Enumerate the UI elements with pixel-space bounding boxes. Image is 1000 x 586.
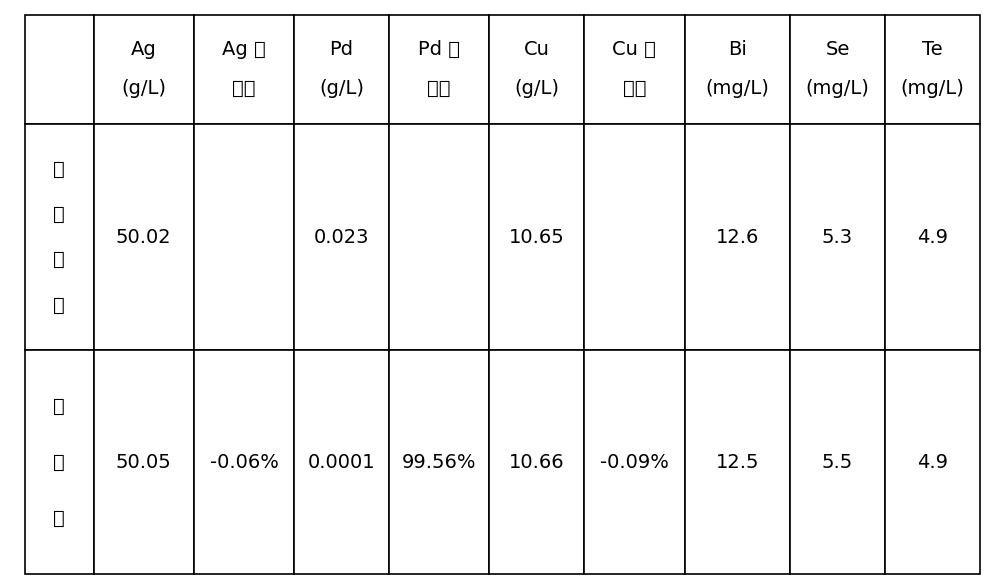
Bar <box>885 350 980 574</box>
Text: 10.65: 10.65 <box>509 227 565 247</box>
Text: 99.56%: 99.56% <box>402 453 476 472</box>
Text: Ag: Ag <box>131 40 157 59</box>
Text: 10.66: 10.66 <box>509 453 565 472</box>
Text: -0.06%: -0.06% <box>210 453 278 472</box>
Bar <box>294 350 389 574</box>
Text: (g/L): (g/L) <box>319 79 364 98</box>
Text: 12.5: 12.5 <box>716 453 759 472</box>
Text: 液: 液 <box>53 295 65 315</box>
Bar <box>389 124 489 350</box>
Bar <box>584 124 685 350</box>
Bar <box>389 15 489 124</box>
Bar <box>790 15 885 124</box>
Bar <box>685 15 790 124</box>
Bar <box>790 124 885 350</box>
Bar <box>194 124 294 350</box>
Bar <box>790 350 885 574</box>
Text: 附率: 附率 <box>623 79 646 98</box>
Bar <box>25 15 94 124</box>
Text: 5.5: 5.5 <box>822 453 853 472</box>
Text: (mg/L): (mg/L) <box>901 79 964 98</box>
Bar <box>584 15 685 124</box>
Text: Te: Te <box>922 40 943 59</box>
Text: 4.9: 4.9 <box>917 227 948 247</box>
Bar <box>294 124 389 350</box>
Bar <box>94 350 194 574</box>
Bar <box>489 15 584 124</box>
Text: (g/L): (g/L) <box>514 79 559 98</box>
Bar <box>94 124 194 350</box>
Bar <box>489 124 584 350</box>
Bar <box>885 15 980 124</box>
Text: (g/L): (g/L) <box>121 79 166 98</box>
Text: 0.0001: 0.0001 <box>308 453 375 472</box>
Text: 附率: 附率 <box>427 79 451 98</box>
Text: 剂: 剂 <box>53 509 65 528</box>
Bar <box>194 350 294 574</box>
Text: 50.02: 50.02 <box>116 227 172 247</box>
Text: 5.3: 5.3 <box>822 227 853 247</box>
Text: Bi: Bi <box>728 40 747 59</box>
Text: Pd 吸: Pd 吸 <box>418 40 460 59</box>
Text: 4.9: 4.9 <box>917 453 948 472</box>
Text: 吸: 吸 <box>53 397 65 416</box>
Text: Ag 吸: Ag 吸 <box>222 40 266 59</box>
Bar <box>194 15 294 124</box>
Bar <box>584 350 685 574</box>
Text: -0.09%: -0.09% <box>600 453 669 472</box>
Bar <box>685 350 790 574</box>
Bar <box>25 350 94 574</box>
Bar <box>25 124 94 350</box>
Text: Se: Se <box>825 40 850 59</box>
Text: 12.6: 12.6 <box>716 227 759 247</box>
Bar <box>94 15 194 124</box>
Text: (mg/L): (mg/L) <box>705 79 769 98</box>
Text: 50.05: 50.05 <box>116 453 172 472</box>
Text: Pd: Pd <box>330 40 354 59</box>
Text: 銀: 銀 <box>53 159 65 179</box>
Bar <box>489 350 584 574</box>
Bar <box>294 15 389 124</box>
Text: 0.023: 0.023 <box>314 227 369 247</box>
Bar <box>389 350 489 574</box>
Text: (mg/L): (mg/L) <box>806 79 869 98</box>
Text: Cu 吸: Cu 吸 <box>612 40 656 59</box>
Bar <box>885 124 980 350</box>
Text: 附: 附 <box>53 453 65 472</box>
Bar <box>685 124 790 350</box>
Text: 解: 解 <box>53 250 65 270</box>
Text: 电: 电 <box>53 205 65 224</box>
Text: Cu: Cu <box>524 40 550 59</box>
Text: 附率: 附率 <box>232 79 256 98</box>
